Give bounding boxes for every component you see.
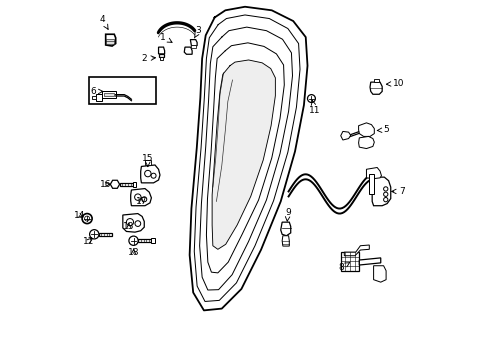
Polygon shape xyxy=(99,233,112,236)
Polygon shape xyxy=(133,182,136,187)
Text: 14: 14 xyxy=(74,211,86,220)
Polygon shape xyxy=(373,78,379,82)
Polygon shape xyxy=(359,258,381,265)
Polygon shape xyxy=(104,93,114,96)
Polygon shape xyxy=(102,91,116,98)
Polygon shape xyxy=(370,82,382,94)
Text: 5: 5 xyxy=(377,126,389,135)
Polygon shape xyxy=(282,236,289,246)
Polygon shape xyxy=(212,60,275,249)
Text: 8: 8 xyxy=(339,262,350,272)
Text: 4: 4 xyxy=(99,15,108,29)
Text: 2: 2 xyxy=(142,54,155,63)
Polygon shape xyxy=(184,47,192,54)
Polygon shape xyxy=(138,239,151,242)
Text: 13: 13 xyxy=(123,222,135,231)
Text: 6: 6 xyxy=(90,87,103,96)
Polygon shape xyxy=(141,165,160,183)
Polygon shape xyxy=(123,213,144,232)
Polygon shape xyxy=(159,47,165,54)
Polygon shape xyxy=(131,189,151,206)
Polygon shape xyxy=(145,160,151,165)
Polygon shape xyxy=(367,167,381,179)
Text: 18: 18 xyxy=(128,248,139,257)
Bar xyxy=(89,77,156,104)
Circle shape xyxy=(90,230,99,239)
Polygon shape xyxy=(344,245,369,256)
Polygon shape xyxy=(110,180,120,188)
Text: 7: 7 xyxy=(392,187,405,196)
Polygon shape xyxy=(160,58,163,60)
Polygon shape xyxy=(192,45,196,48)
Polygon shape xyxy=(369,174,374,194)
Text: 10: 10 xyxy=(387,79,404,88)
Polygon shape xyxy=(106,39,114,44)
Polygon shape xyxy=(359,123,374,136)
Text: 16: 16 xyxy=(100,180,111,189)
Polygon shape xyxy=(190,40,197,46)
Polygon shape xyxy=(373,266,386,282)
Polygon shape xyxy=(341,252,359,271)
Text: 17: 17 xyxy=(136,197,147,206)
Text: 12: 12 xyxy=(83,237,94,246)
Polygon shape xyxy=(281,222,291,236)
Circle shape xyxy=(129,236,138,246)
Polygon shape xyxy=(96,94,102,102)
Text: 1: 1 xyxy=(160,33,172,42)
Text: 3: 3 xyxy=(195,26,201,38)
Polygon shape xyxy=(190,7,308,310)
Circle shape xyxy=(82,213,92,224)
Text: 11: 11 xyxy=(309,100,320,115)
Text: 15: 15 xyxy=(142,154,153,167)
Polygon shape xyxy=(151,238,155,243)
Polygon shape xyxy=(120,183,133,186)
Circle shape xyxy=(308,95,316,103)
Polygon shape xyxy=(106,34,116,46)
Polygon shape xyxy=(372,177,391,206)
Polygon shape xyxy=(92,96,96,99)
Polygon shape xyxy=(359,136,374,149)
Text: 9: 9 xyxy=(285,208,291,221)
Polygon shape xyxy=(159,54,164,58)
Polygon shape xyxy=(341,131,351,140)
